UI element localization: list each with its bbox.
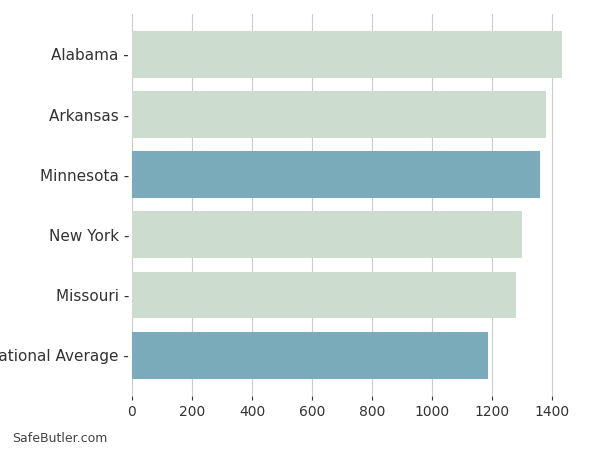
Bar [132,91,546,138]
Bar [132,151,540,198]
Bar [132,212,522,258]
Bar [132,31,562,78]
Text: SafeButler.com: SafeButler.com [12,432,107,446]
Bar [132,271,516,319]
Bar [132,332,487,378]
